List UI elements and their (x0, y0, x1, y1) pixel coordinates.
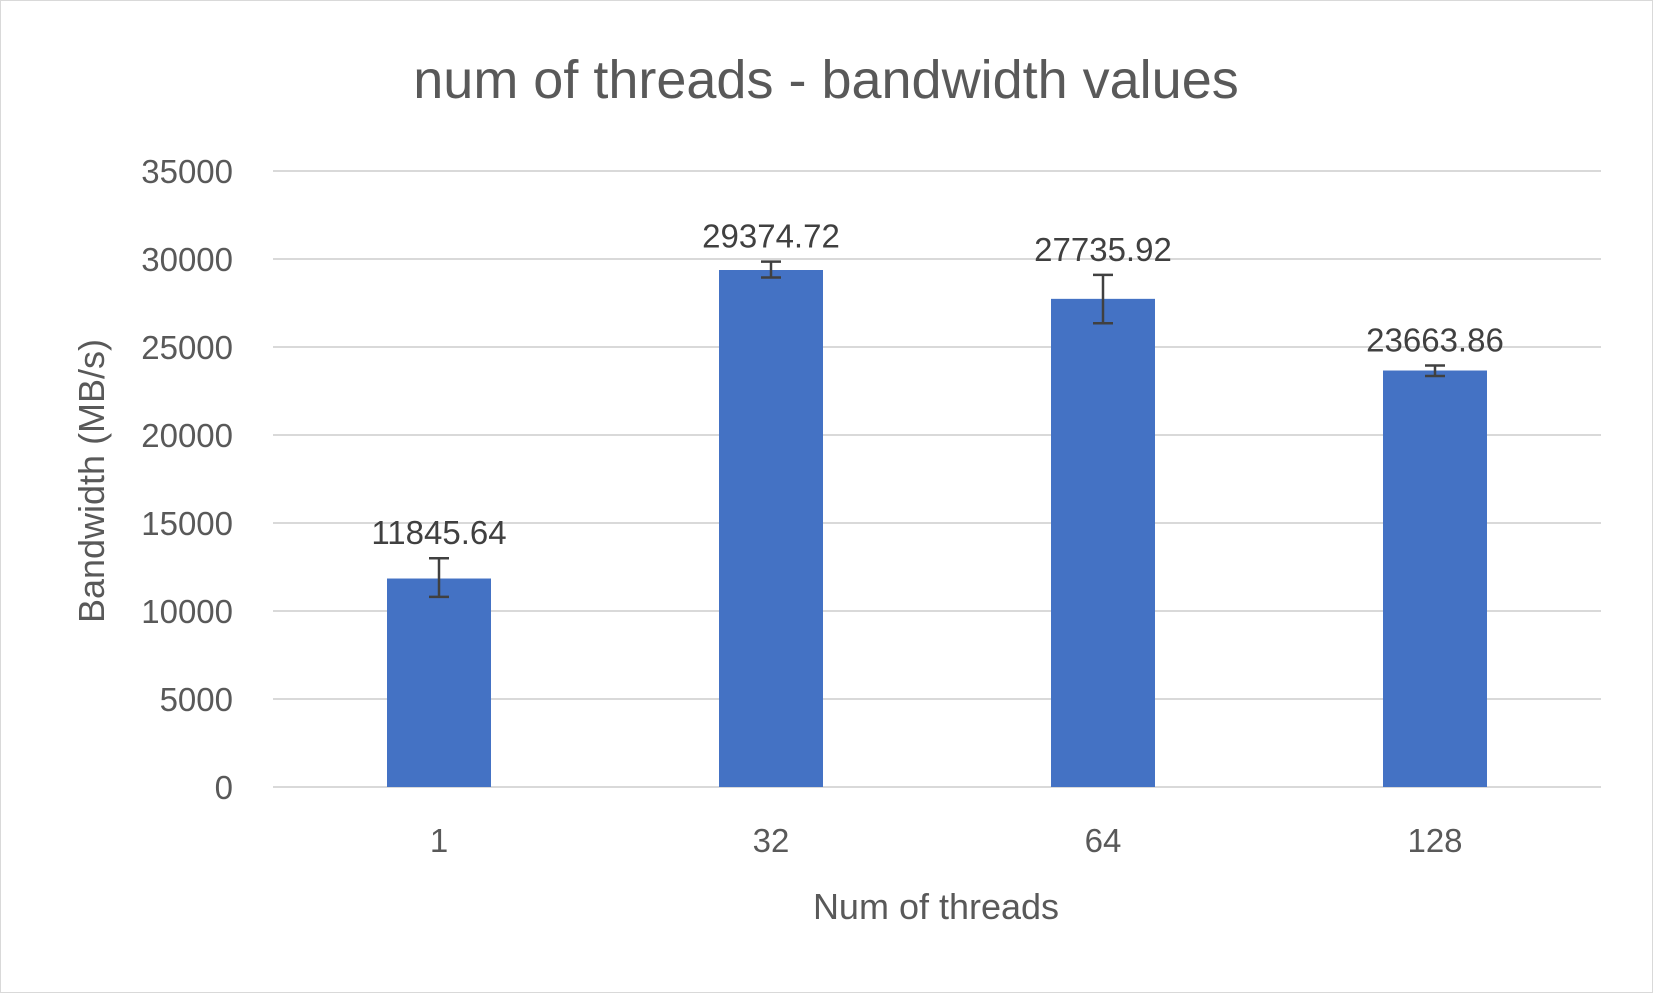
y-tick-label: 10000 (141, 593, 233, 630)
y-tick-label: 0 (215, 769, 233, 806)
x-tick-label: 128 (1407, 822, 1462, 859)
error-bars (429, 260, 1445, 599)
data-label-128: 23663.86 (1366, 321, 1504, 358)
bar-64 (1051, 298, 1155, 787)
bar-1 (387, 578, 491, 787)
y-tick-label: 5000 (160, 681, 233, 718)
gridlines (273, 170, 1601, 788)
y-axis-title: Bandwidth (MB/s) (71, 339, 112, 623)
y-tick-label: 30000 (141, 241, 233, 278)
error-bar-64 (1093, 273, 1113, 325)
data-label-1: 11845.64 (371, 514, 506, 551)
y-axis-ticks: 0 5000 10000 15000 20000 25000 30000 35000 (141, 153, 233, 806)
bar-32 (719, 270, 823, 788)
x-axis-ticks: 1 32 64 128 (430, 822, 1463, 859)
y-tick-label: 35000 (141, 153, 233, 190)
data-label-64: 27735.92 (1034, 231, 1172, 268)
chart-title: num of threads - bandwidth values (413, 50, 1238, 110)
x-tick-label: 64 (1085, 822, 1122, 859)
x-tick-label: 1 (430, 822, 448, 859)
data-labels: 11845.64 29374.72 27735.92 23663.86 (371, 218, 1503, 552)
bars (387, 270, 1487, 788)
y-tick-label: 15000 (141, 505, 233, 542)
x-axis-title: Num of threads (813, 886, 1059, 927)
error-bar-32 (761, 260, 781, 279)
x-tick-label: 32 (753, 822, 790, 859)
y-tick-label: 25000 (141, 329, 233, 366)
data-label-32: 29374.72 (702, 218, 840, 255)
error-bar-128 (1425, 364, 1445, 378)
error-bar-1 (429, 556, 449, 599)
bar-128 (1383, 370, 1487, 787)
y-tick-label: 20000 (141, 417, 233, 454)
